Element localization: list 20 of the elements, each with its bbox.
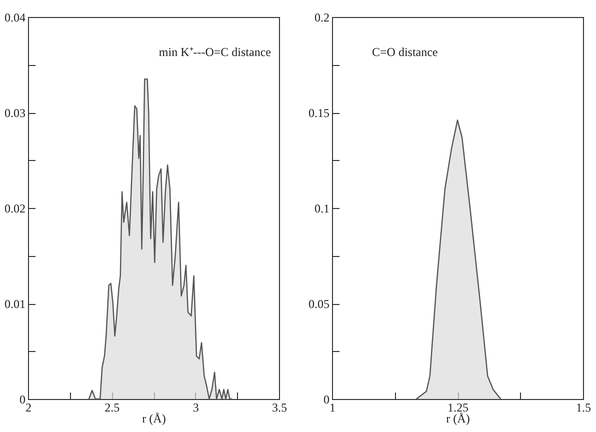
x-axis-title: r (Å) [446, 412, 470, 426]
y-tick-label: 0.05 [308, 297, 330, 311]
y-tick-label: 0.01 [4, 297, 26, 311]
y-tick-label: 0.2 [314, 10, 330, 24]
x-tick-label: 2.5 [104, 400, 120, 414]
y-tick-label: 0.1 [314, 202, 330, 216]
annotation: min K⁺---O=C distance [158, 45, 271, 59]
y-tick-label: 0.02 [4, 202, 26, 216]
y-tick-label: 0.03 [4, 106, 26, 120]
y-tick-label: 0.04 [4, 10, 26, 24]
y-tick-label: 0.15 [308, 106, 330, 120]
x-tick-label: 3.5 [272, 400, 287, 414]
y-tick-label: 0 [20, 392, 26, 406]
x-axis-title: r (Å) [142, 412, 166, 426]
x-tick-label: 2 [26, 400, 32, 414]
annotation: C=O distance [372, 45, 438, 59]
x-tick-label: 1 [330, 400, 336, 414]
x-tick-label: 1.5 [576, 400, 591, 414]
y-tick-label: 0 [324, 392, 330, 406]
x-tick-label: 3 [192, 400, 199, 414]
